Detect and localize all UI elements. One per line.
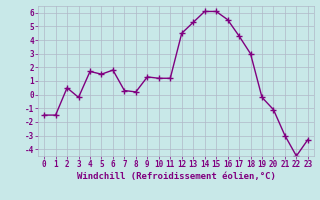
X-axis label: Windchill (Refroidissement éolien,°C): Windchill (Refroidissement éolien,°C) <box>76 172 276 181</box>
